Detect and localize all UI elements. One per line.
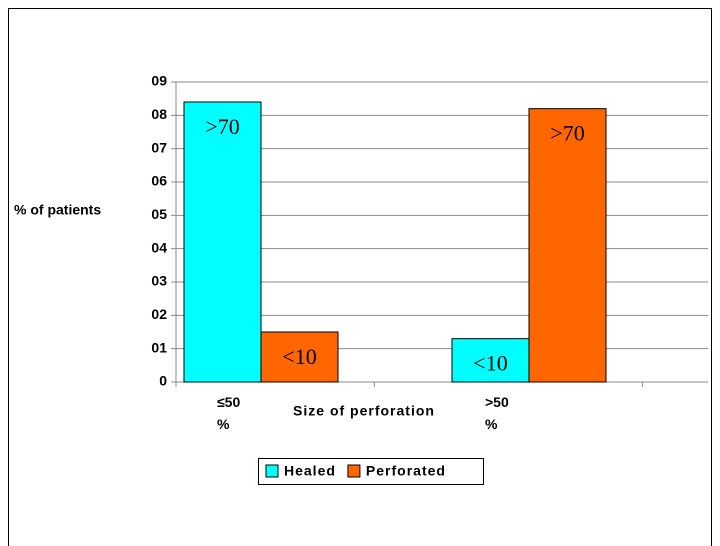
value-label: >70	[550, 121, 584, 146]
y-tick-label: 07	[151, 139, 167, 155]
legend: Healed Perforated	[258, 458, 484, 485]
y-tick-label: 09	[151, 73, 167, 89]
y-tick-label: 06	[151, 173, 167, 189]
y-tick-label: 08	[151, 106, 167, 122]
y-tick-label: 05	[151, 206, 167, 222]
x-tick-label: >50 %	[485, 394, 509, 432]
y-tick-label: 04	[151, 239, 167, 255]
y-tick-label: 01	[151, 339, 167, 355]
legend-label: Perforated	[366, 463, 446, 479]
value-label: <10	[473, 351, 507, 376]
chart-border	[8, 8, 712, 546]
y-tick-label: 0	[159, 373, 167, 389]
y-tick-label: 03	[151, 273, 167, 289]
legend-label: Healed	[284, 463, 336, 479]
bar	[260, 331, 339, 383]
legend-swatch	[265, 464, 279, 478]
bar	[183, 101, 262, 383]
y-tick-label: 02	[151, 306, 167, 322]
value-label: >70	[205, 114, 239, 139]
bar	[451, 338, 530, 383]
x-axis-title: Size of perforation	[293, 403, 435, 419]
legend-swatch	[347, 464, 361, 478]
bar	[528, 108, 607, 383]
y-axis-title: % of patients	[14, 202, 101, 218]
legend-box	[258, 458, 484, 485]
value-label: <10	[282, 344, 316, 369]
x-tick-label: ≤50 %	[217, 394, 241, 432]
